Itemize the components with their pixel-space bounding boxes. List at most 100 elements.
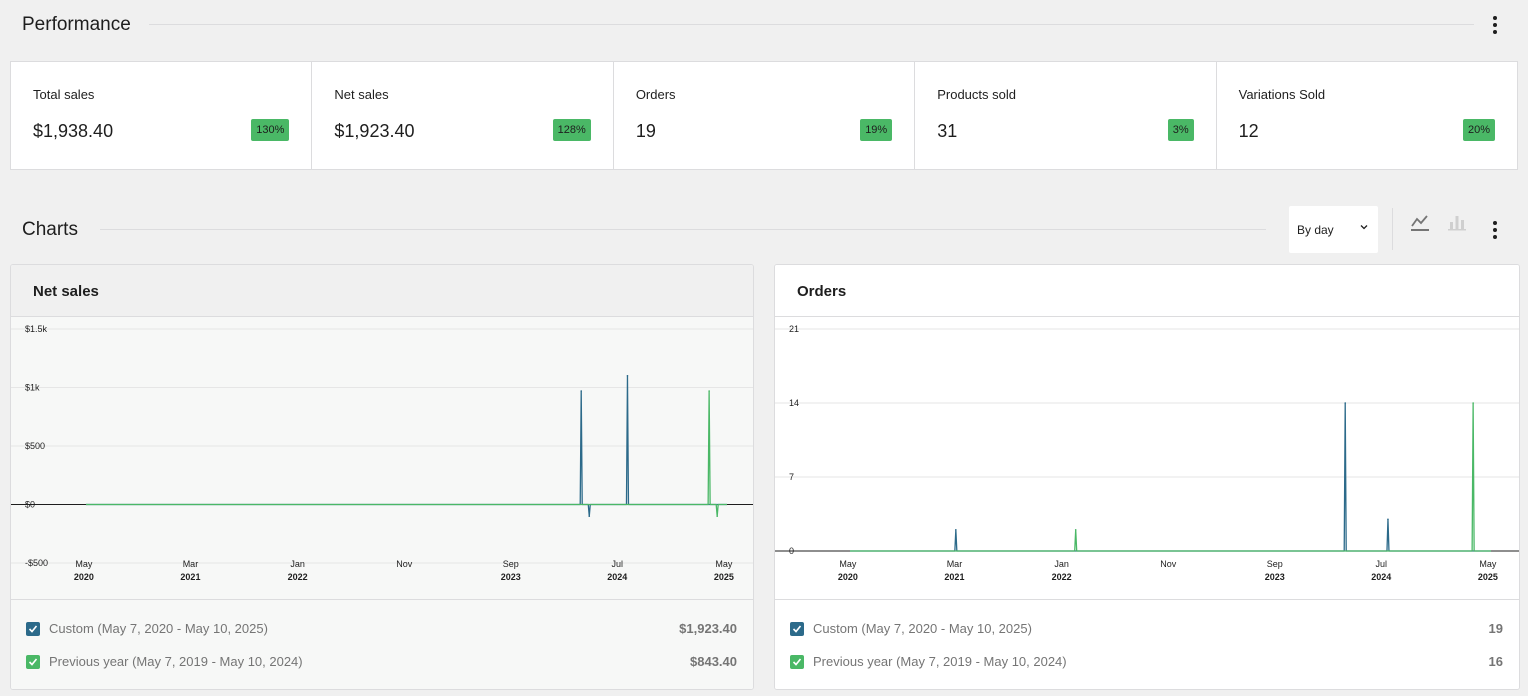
chart-legend: Custom (May 7, 2020 - May 10, 2025) $1,9…: [11, 599, 753, 689]
x-tick-year-label: 2020: [838, 572, 858, 582]
charts-divider: [100, 229, 1266, 230]
checkbox-checked-icon[interactable]: [790, 655, 804, 669]
x-tick-year-label: 2023: [1265, 572, 1285, 582]
x-tick-label: Mar: [183, 559, 199, 569]
data-point: [1387, 518, 1389, 521]
chart-title: Net sales: [33, 283, 99, 300]
kpi-products-sold[interactable]: Products sold 31 3%: [915, 62, 1217, 169]
legend-item-current[interactable]: Custom (May 7, 2020 - May 10, 2025) 19: [790, 619, 1503, 639]
interval-select-value: By day: [1297, 223, 1334, 237]
series-line-previous: [850, 402, 1491, 552]
legend-total: $1,923.40: [679, 621, 737, 636]
x-tick-year-label: 2024: [607, 572, 627, 582]
kpi-variations-sold[interactable]: Variations Sold 12 20%: [1217, 62, 1517, 169]
legend-label: Previous year (May 7, 2019 - May 10, 202…: [813, 654, 1067, 669]
bar-chart-icon[interactable]: [1446, 212, 1468, 234]
data-point: [580, 390, 583, 392]
kpi-orders[interactable]: Orders 19 19%: [614, 62, 916, 169]
legend-label: Custom (May 7, 2020 - May 10, 2025): [813, 621, 1032, 636]
kpi-delta-badge: 130%: [251, 119, 290, 141]
chart-plot-area: 21 14 7 0 May 2020 Mar 2021 Jan 2022 Nov Sep 2023 Jul…: [775, 317, 1519, 599]
legend-total: $843.40: [690, 654, 737, 669]
data-point: [708, 390, 710, 392]
legend-total: 16: [1488, 654, 1503, 669]
net-sales-chart-card: Net sales $1.5k $1k $500 $0 -$500 May 2020 Mar 2…: [10, 264, 754, 690]
data-point: [955, 529, 957, 531]
kpi-delta-badge: 3%: [1167, 119, 1194, 141]
kpi-value: 12: [1238, 121, 1259, 141]
orders-chart-card: Orders 21 14 7 0 May 2020 Mar 2021 Jan 2022 Nov Sep…: [774, 264, 1520, 690]
series-line-previous: [86, 390, 727, 517]
legend-item-current[interactable]: Custom (May 7, 2020 - May 10, 2025) $1,9…: [26, 619, 737, 639]
data-point: [588, 515, 591, 517]
x-tick-label: Jan: [1054, 559, 1069, 569]
x-tick-label: May: [715, 559, 733, 569]
performance-title: Performance: [22, 14, 131, 35]
y-tick-label: $1k: [25, 383, 40, 393]
performance-kpi-row: Total sales $1,938.40 130% Net sales $1,…: [10, 61, 1518, 170]
legend-label: Custom (May 7, 2020 - May 10, 2025): [49, 621, 268, 636]
x-tick-label: Sep: [503, 559, 519, 569]
checkbox-checked-icon[interactable]: [26, 622, 40, 636]
x-tick-label: Nov: [1160, 559, 1177, 569]
checkbox-checked-icon[interactable]: [26, 655, 40, 669]
kpi-label: Variations Sold: [1238, 87, 1326, 102]
data-point: [1074, 529, 1077, 531]
x-tick-label: Sep: [1267, 559, 1283, 569]
y-tick-label: 21: [789, 324, 799, 334]
chart-plot-area: $1.5k $1k $500 $0 -$500 May 2020 Mar 2021 Jan 2022…: [11, 317, 753, 599]
chart-card-header: Net sales: [11, 265, 753, 317]
chart-card-header: Orders: [775, 265, 1519, 317]
kpi-value: $1,938.40: [33, 121, 114, 141]
legend-label: Previous year (May 7, 2019 - May 10, 202…: [49, 654, 303, 669]
x-tick-label: May: [839, 559, 857, 569]
x-tick-year-label: 2022: [1052, 572, 1072, 582]
kpi-total-sales[interactable]: Total sales $1,938.40 130%: [11, 62, 313, 169]
net-sales-chart: $1.5k $1k $500 $0 -$500 May 2020 Mar 2021 Jan 2022…: [11, 324, 753, 582]
chart-title: Orders: [797, 283, 847, 300]
y-tick-label: 0: [789, 546, 794, 556]
legend-item-previous[interactable]: Previous year (May 7, 2019 - May 10, 202…: [26, 652, 737, 672]
y-tick-label: $0: [25, 500, 35, 510]
legend-total: 19: [1488, 621, 1503, 636]
charts-more-menu-icon[interactable]: [1485, 218, 1505, 242]
x-tick-label: May: [1479, 559, 1497, 569]
y-tick-label: $500: [25, 441, 45, 451]
kpi-delta-badge: 128%: [552, 119, 591, 141]
x-tick-year-label: 2020: [74, 572, 94, 582]
interval-select[interactable]: By day: [1289, 206, 1378, 253]
kpi-delta-badge: 19%: [860, 119, 893, 141]
performance-more-menu-icon[interactable]: [1485, 13, 1505, 37]
orders-chart: 21 14 7 0 May 2020 Mar 2021 Jan 2022 Nov Sep 2023 Jul…: [775, 324, 1519, 582]
y-tick-label: 14: [789, 398, 799, 408]
x-tick-year-label: 2025: [1478, 572, 1498, 582]
kpi-label: Net sales: [334, 87, 389, 102]
line-chart-icon[interactable]: [1409, 212, 1431, 234]
x-tick-year-label: 2025: [714, 572, 734, 582]
x-tick-label: Jul: [1376, 559, 1388, 569]
data-point: [626, 375, 629, 377]
charts-title: Charts: [22, 219, 78, 240]
x-tick-year-label: 2021: [180, 572, 200, 582]
chevron-down-icon: [1360, 225, 1368, 230]
kpi-label: Products sold: [937, 87, 1016, 102]
kpi-value: $1,923.40: [334, 121, 415, 141]
x-tick-year-label: 2021: [944, 572, 964, 582]
x-tick-label: May: [75, 559, 93, 569]
toolbar-separator: [1392, 208, 1393, 250]
x-tick-label: Jul: [612, 559, 624, 569]
x-tick-year-label: 2023: [501, 572, 521, 582]
y-tick-label: -$500: [25, 558, 48, 568]
checkbox-checked-icon[interactable]: [790, 622, 804, 636]
data-point: [716, 515, 718, 517]
chart-legend: Custom (May 7, 2020 - May 10, 2025) 19 P…: [775, 599, 1519, 689]
kpi-delta-badge: 20%: [1463, 119, 1496, 141]
kpi-value: 31: [937, 121, 958, 141]
legend-item-previous[interactable]: Previous year (May 7, 2019 - May 10, 202…: [790, 652, 1503, 672]
x-tick-label: Nov: [396, 559, 413, 569]
x-tick-year-label: 2022: [288, 572, 308, 582]
y-tick-label: 7: [789, 472, 794, 482]
kpi-label: Orders: [635, 87, 676, 102]
x-tick-label: Jan: [290, 559, 305, 569]
kpi-net-sales[interactable]: Net sales $1,923.40 128%: [312, 62, 614, 169]
